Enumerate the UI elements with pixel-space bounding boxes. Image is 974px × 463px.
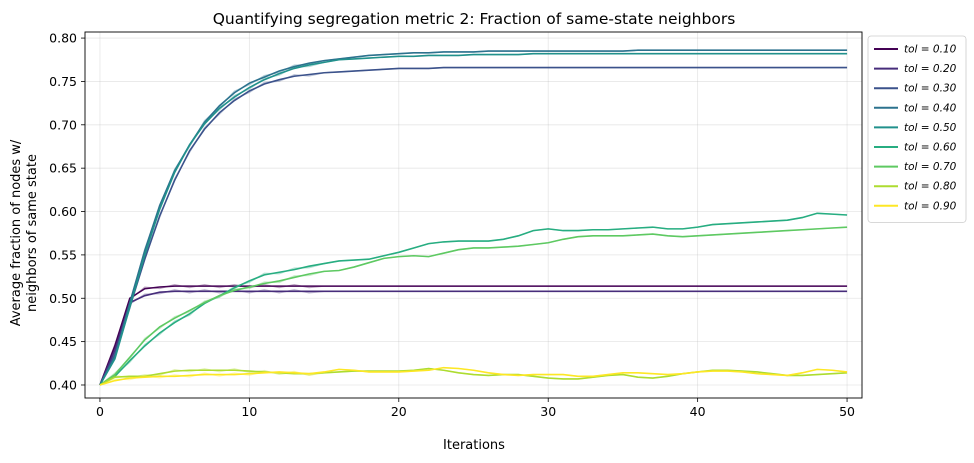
- legend-entry-label: tol = 0.30: [904, 83, 957, 95]
- legend-box: [867, 35, 967, 223]
- legend: tol = 0.10 tol = 0.20 tol = 0.30 tol = 0.40…: [867, 35, 967, 223]
- legend-entry-label: tol = 0.20: [904, 63, 957, 75]
- series-line-3: [99, 49, 848, 386]
- y-tick-label: 0.55: [49, 247, 77, 262]
- x-tick-label: 10: [241, 404, 257, 419]
- y-axis: 0.40 0.45 0.50 0.55 0.60 0.65 0.70 0.75 0.80: [49, 31, 85, 392]
- series-line-7: [99, 367, 848, 386]
- series-group: [99, 49, 848, 386]
- series-line-8: [99, 366, 848, 386]
- series-line-6: [99, 226, 848, 386]
- legend-entry-label: tol = 0.80: [904, 181, 957, 193]
- legend-entry-label: tol = 0.10: [904, 44, 957, 56]
- legend-entry-label: tol = 0.50: [904, 122, 957, 134]
- y-tick-label: 0.70: [49, 117, 77, 132]
- y-tick-label: 0.65: [49, 161, 77, 176]
- y-tick-label: 0.80: [49, 31, 77, 46]
- y-axis-label-line-1: Average fraction of nodes w/: [9, 139, 24, 326]
- series-line-5: [99, 212, 848, 386]
- chart-title: Quantifying segregation metric 2: Fracti…: [213, 10, 736, 28]
- legend-entry-label: tol = 0.60: [904, 142, 957, 154]
- series-line-4: [99, 52, 848, 386]
- y-tick-label: 0.75: [49, 74, 77, 89]
- series-line-1: [99, 290, 848, 386]
- x-tick-label: 0: [96, 404, 104, 419]
- y-tick-label: 0.40: [49, 377, 77, 392]
- legend-entry-label: tol = 0.70: [904, 161, 957, 173]
- legend-entry-label: tol = 0.90: [904, 200, 957, 212]
- x-tick-label: 20: [391, 404, 407, 419]
- x-axis-label: Iterations: [443, 438, 505, 453]
- legend-entry-label: tol = 0.40: [904, 102, 957, 114]
- x-tick-label: 30: [540, 404, 556, 419]
- y-axis-label-line-2: neighbors of same state: [25, 154, 40, 312]
- series-line-2: [99, 66, 848, 386]
- series-line-0: [99, 285, 848, 386]
- y-tick-label: 0.60: [49, 204, 77, 219]
- x-tick-label: 50: [839, 404, 855, 419]
- x-tick-label: 40: [690, 404, 706, 419]
- x-axis: 0 10 20 30 40 50: [96, 398, 855, 419]
- y-tick-label: 0.45: [49, 334, 77, 349]
- plot-frame: [84, 31, 863, 399]
- y-tick-label: 0.50: [49, 291, 77, 306]
